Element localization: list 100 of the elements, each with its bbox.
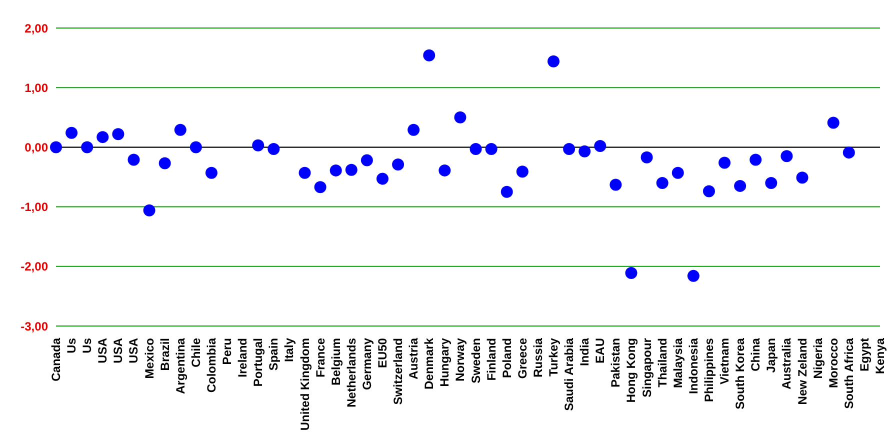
point	[470, 142, 482, 155]
point	[500, 186, 513, 198]
x-tick-label: Malaysia	[670, 338, 685, 388]
point	[360, 154, 373, 166]
x-tick-label: Germany	[360, 338, 374, 390]
x-tick-label: Canada	[49, 338, 63, 382]
point	[128, 154, 140, 166]
x-tick-label: Turkey	[546, 338, 561, 376]
x-tick-label: Russia	[530, 338, 545, 378]
point	[408, 124, 420, 136]
x-tick-label: Portugal	[251, 338, 266, 387]
x-tick-label: Kenya	[873, 338, 887, 374]
x-tick-label: Poland	[500, 338, 514, 378]
point	[392, 158, 404, 170]
x-tick-label: Sweden	[468, 338, 483, 384]
x-tick-label: Indonesia	[686, 338, 700, 394]
x-tick-label: New Zeland	[795, 338, 810, 405]
point	[190, 141, 202, 154]
y-tick-label: 1,00	[24, 80, 48, 95]
point	[376, 172, 388, 185]
point	[687, 270, 700, 282]
point	[345, 164, 358, 176]
point	[563, 142, 576, 155]
point	[594, 140, 606, 152]
point	[314, 181, 326, 194]
x-tick-label: Switzerland	[391, 338, 406, 405]
point	[485, 142, 498, 155]
x-tick-label: Japan	[764, 338, 778, 373]
x-tick-label: Pakistan	[608, 338, 623, 388]
x-tick-label: Thailand	[655, 338, 670, 388]
point	[438, 164, 451, 176]
point	[96, 131, 109, 144]
point	[750, 154, 762, 166]
point	[702, 185, 715, 198]
x-tick-label: Philippines	[702, 338, 716, 402]
point	[578, 145, 591, 158]
point	[143, 204, 156, 216]
x-tick-label: Colombia	[204, 338, 218, 393]
point	[252, 139, 264, 152]
x-tick-label: Singapour	[640, 338, 654, 398]
x-tick-label: USA	[96, 338, 110, 364]
y-tick-label: 0,00	[24, 140, 48, 154]
point	[672, 166, 684, 179]
point	[780, 150, 793, 162]
x-tick-label: Norway	[453, 338, 468, 382]
point	[610, 178, 622, 191]
point	[454, 111, 466, 124]
x-tick-label: Chile	[188, 338, 203, 368]
y-tick-label: 2,00	[24, 21, 48, 36]
x-tick-label: Finland	[484, 338, 498, 381]
x-tick-label: Ireland	[236, 338, 250, 378]
x-tick-label: Nigeria	[810, 338, 825, 379]
x-tick-label: United Kingdom	[298, 338, 312, 431]
x-tick-label: Us	[80, 338, 94, 354]
x-tick-label: Hong Kong	[624, 338, 638, 403]
x-tick-label: Spain	[266, 338, 281, 371]
x-tick-label: India	[578, 338, 592, 366]
x-tick-label: Vietnam	[718, 338, 732, 384]
x-tick-label: Italy	[282, 338, 296, 362]
point	[66, 126, 78, 139]
point	[50, 141, 62, 154]
x-tick-label: Australia	[780, 338, 794, 390]
x-tick-label: Morocco	[826, 338, 840, 388]
point	[640, 151, 653, 164]
point	[796, 172, 808, 184]
point	[112, 128, 124, 140]
point	[827, 116, 840, 129]
point	[81, 141, 94, 154]
x-tick-label: Hungary	[438, 338, 452, 387]
x-tick-label: Austria	[406, 338, 421, 380]
y-tick-label: -1,00	[20, 200, 48, 214]
x-tick-label: Belgium	[328, 338, 343, 386]
x-tick-label: Us	[64, 338, 79, 354]
x-tick-label: Brazil	[158, 338, 172, 371]
point	[423, 49, 436, 62]
point	[268, 142, 280, 155]
point	[298, 166, 311, 179]
point	[516, 166, 528, 178]
point	[734, 180, 746, 192]
point	[548, 55, 560, 68]
x-tick-label: South Africa	[842, 338, 856, 409]
x-tick-label: China	[748, 338, 763, 372]
x-tick-label: Denmark	[422, 338, 436, 390]
x-tick-label: Saudi Arabia	[562, 338, 576, 411]
x-tick-label: Peru	[220, 338, 234, 365]
point	[205, 166, 218, 179]
x-tick-label: France	[313, 338, 328, 378]
point	[656, 176, 668, 189]
point	[330, 164, 342, 176]
point	[718, 156, 731, 169]
point	[174, 124, 186, 136]
x-tick-label: Egypt	[857, 338, 872, 372]
point	[765, 176, 778, 189]
point	[842, 146, 855, 159]
y-tick-label: -3,00	[20, 319, 48, 334]
x-tick-label: USA	[111, 338, 126, 364]
x-tick-label: EU50	[375, 338, 390, 368]
x-tick-label: Argentina	[173, 338, 188, 394]
x-tick-label: South Korea	[733, 338, 748, 410]
x-tick-label: USA	[126, 338, 141, 364]
